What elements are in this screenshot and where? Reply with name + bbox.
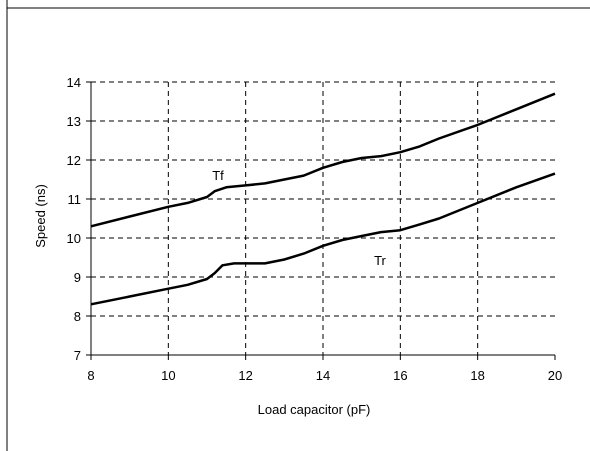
y-tick-label: 7: [74, 348, 81, 363]
series-label-tf: Tf: [212, 168, 224, 183]
x-tick-label: 10: [161, 368, 175, 383]
series-layer: [90, 92, 556, 306]
y-tick-label: 8: [74, 309, 81, 324]
x-tick-label: 14: [316, 368, 330, 383]
x-tick-label: 18: [470, 368, 484, 383]
x-tick-label: 20: [548, 368, 562, 383]
series-line-tf: [90, 92, 556, 228]
series-line-tr: [90, 172, 556, 306]
y-tick-label: 12: [67, 153, 81, 168]
y-tick-label: 13: [67, 114, 81, 129]
x-tick-label: 16: [393, 368, 407, 383]
series-label-tr: Tr: [374, 253, 386, 268]
grid-layer: [91, 81, 555, 355]
y-tick-label: 10: [67, 231, 81, 246]
x-tick-label: 12: [238, 368, 252, 383]
x-axis-label: Load capacitor (pF): [258, 402, 371, 417]
y-axis-label: Speed (ns): [33, 184, 48, 248]
y-tick-label: 11: [68, 192, 82, 207]
y-tick-label: 9: [74, 270, 81, 285]
x-tick-label: 8: [87, 368, 94, 383]
y-tick-label: 14: [67, 75, 81, 90]
